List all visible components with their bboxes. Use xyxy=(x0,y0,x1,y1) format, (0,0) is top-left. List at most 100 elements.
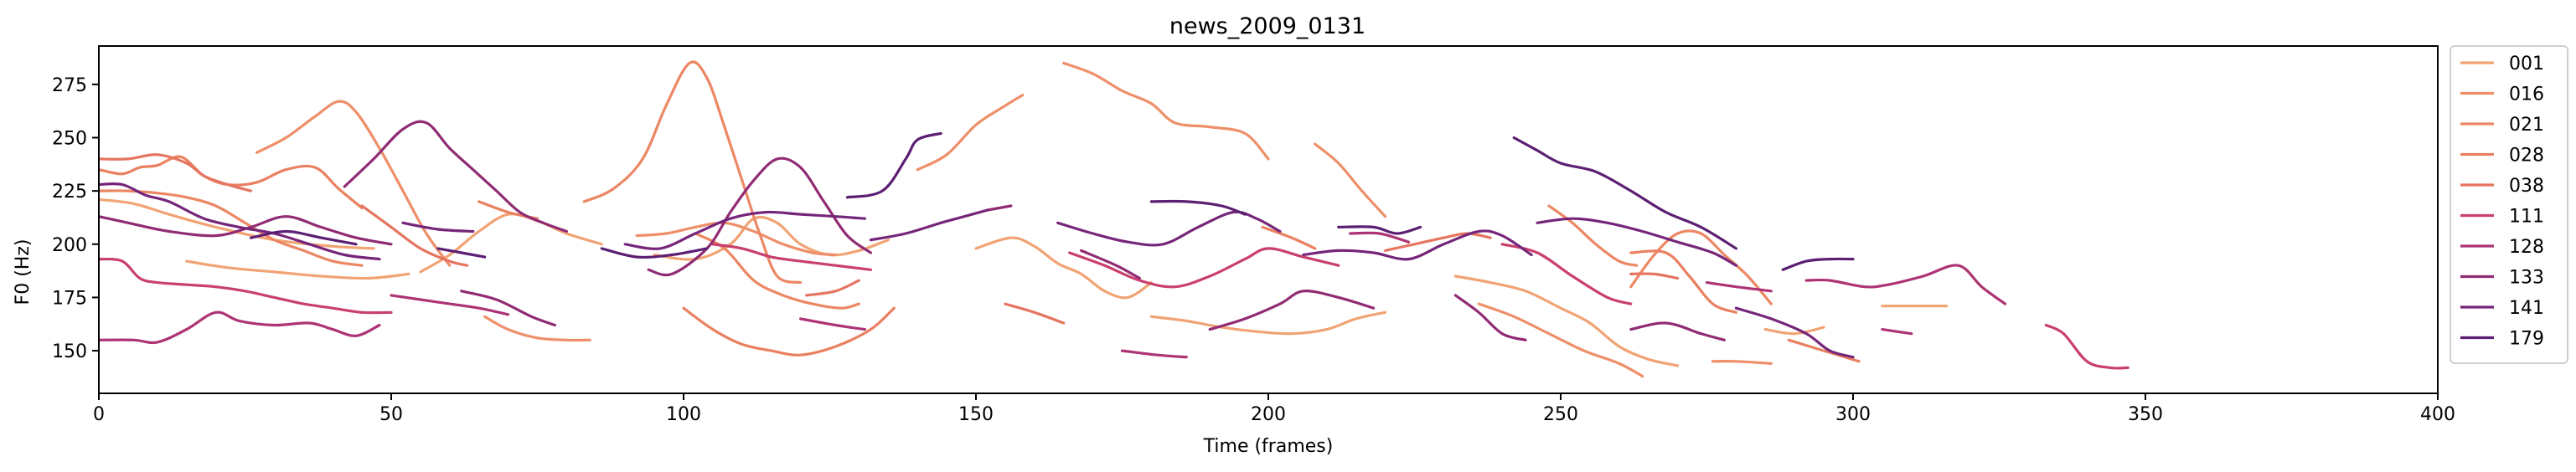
series-line-128 xyxy=(1349,231,1411,244)
legend-label: 141 xyxy=(2509,298,2544,319)
series-line-111 xyxy=(1068,247,1340,289)
x-tick-label: 50 xyxy=(379,404,403,425)
series-line-001 xyxy=(185,259,410,280)
series-line-021 xyxy=(582,60,803,285)
legend-label: 133 xyxy=(2509,268,2544,289)
series-line-021 xyxy=(1629,229,1773,305)
x-tick-label: 300 xyxy=(1835,404,1871,425)
series-line-016 xyxy=(1314,142,1387,218)
series-line-111 xyxy=(99,257,393,315)
series-179 xyxy=(249,131,1855,271)
series-line-028 xyxy=(682,306,896,357)
x-tick-label: 250 xyxy=(1543,404,1578,425)
series-line-021 xyxy=(694,232,860,310)
series-line-001 xyxy=(653,215,890,261)
series-line-133 xyxy=(460,290,556,327)
series-133 xyxy=(99,120,1726,341)
series-line-141 xyxy=(99,182,381,261)
series-line-133 xyxy=(1208,290,1376,331)
series-001 xyxy=(99,198,1949,367)
series-line-141 xyxy=(1302,229,1533,261)
series-line-028 xyxy=(1261,225,1317,250)
series-line-141 xyxy=(623,210,866,250)
series-line-001 xyxy=(99,198,375,250)
legend-label: 001 xyxy=(2509,54,2544,74)
series-line-179 xyxy=(1149,199,1247,216)
series-line-038 xyxy=(1629,272,1680,280)
x-axis-label: Time (frames) xyxy=(1203,436,1334,457)
series-line-141 xyxy=(1734,306,1855,359)
series-line-133 xyxy=(343,120,568,233)
series-line-133 xyxy=(1629,321,1726,341)
series-line-001 xyxy=(1763,326,1825,336)
series-line-179 xyxy=(249,229,358,246)
legend: 001 016 021 028 038 111 128 133 141 179 xyxy=(2450,45,2568,364)
x-tick-label: 400 xyxy=(2420,404,2455,425)
series-111 xyxy=(99,243,2129,370)
x-tick-label: 100 xyxy=(666,404,701,425)
series-line-016 xyxy=(483,315,591,342)
series-line-038 xyxy=(360,204,469,267)
series-line-128 xyxy=(1881,328,1913,336)
legend-label: 021 xyxy=(2509,115,2544,136)
series-line-001 xyxy=(419,213,603,274)
legend-label: 028 xyxy=(2509,146,2544,167)
y-tick-label: 250 xyxy=(52,128,87,149)
x-tick-label: 200 xyxy=(1251,404,1286,425)
series-line-028 xyxy=(99,155,364,210)
series-line-038 xyxy=(99,153,253,192)
y-axis-label: F0 (Hz) xyxy=(13,239,34,305)
chart-title: news_2009_0131 xyxy=(1169,13,1365,39)
series-line-133 xyxy=(1453,294,1527,341)
series-line-141 xyxy=(869,208,989,242)
series-line-021 xyxy=(99,189,364,267)
series-line-133 xyxy=(647,156,872,277)
series-141 xyxy=(99,182,1855,359)
series-line-028 xyxy=(1629,249,1737,314)
legend-label: 128 xyxy=(2509,237,2544,258)
y-tick-label: 200 xyxy=(52,235,87,256)
plot-area xyxy=(99,60,2129,378)
series-line-016 xyxy=(255,100,452,267)
series-021 xyxy=(99,60,1773,310)
series-line-179 xyxy=(1337,225,1422,235)
series-line-001 xyxy=(974,236,1153,300)
y-tick-label: 225 xyxy=(52,182,87,203)
series-line-133 xyxy=(1080,249,1141,280)
series-line-179 xyxy=(436,247,487,259)
series-line-179 xyxy=(1781,257,1855,271)
y-tick-label: 275 xyxy=(52,75,87,96)
series-line-133 xyxy=(986,204,1013,212)
series-line-111 xyxy=(2044,323,2129,370)
y-tick-label: 150 xyxy=(52,341,87,362)
series-line-128 xyxy=(799,317,866,331)
series-038 xyxy=(99,153,1680,325)
series-028 xyxy=(99,155,1861,363)
series-128 xyxy=(99,231,2007,359)
series-line-141 xyxy=(401,221,475,233)
x-tick-label: 150 xyxy=(958,404,994,425)
x-axis: 0 50 100 150 200 250 300 350 400 xyxy=(93,393,2455,425)
series-line-128 xyxy=(390,294,510,316)
series-line-016 xyxy=(916,94,1025,172)
y-axis: 150 175 200 225 250 275 xyxy=(52,75,99,362)
series-line-021 xyxy=(1547,204,1639,267)
series-line-001 xyxy=(1149,310,1387,336)
series-line-128 xyxy=(1705,281,1773,293)
legend-box xyxy=(2450,45,2568,364)
x-tick-label: 350 xyxy=(2128,404,2163,425)
series-line-111 xyxy=(1500,243,1633,305)
series-line-111 xyxy=(711,243,872,271)
series-line-016 xyxy=(1062,61,1270,161)
series-line-016 xyxy=(1711,360,1773,365)
series-line-128 xyxy=(1120,349,1188,359)
series-line-179 xyxy=(845,131,942,199)
series-line-128 xyxy=(1804,264,2007,305)
series-016 xyxy=(255,61,1773,378)
series-line-016 xyxy=(635,221,838,257)
series-line-141 xyxy=(1536,217,1737,267)
series-line-128 xyxy=(99,310,381,345)
series-line-038 xyxy=(1004,302,1066,325)
axes-frame xyxy=(98,45,2439,394)
